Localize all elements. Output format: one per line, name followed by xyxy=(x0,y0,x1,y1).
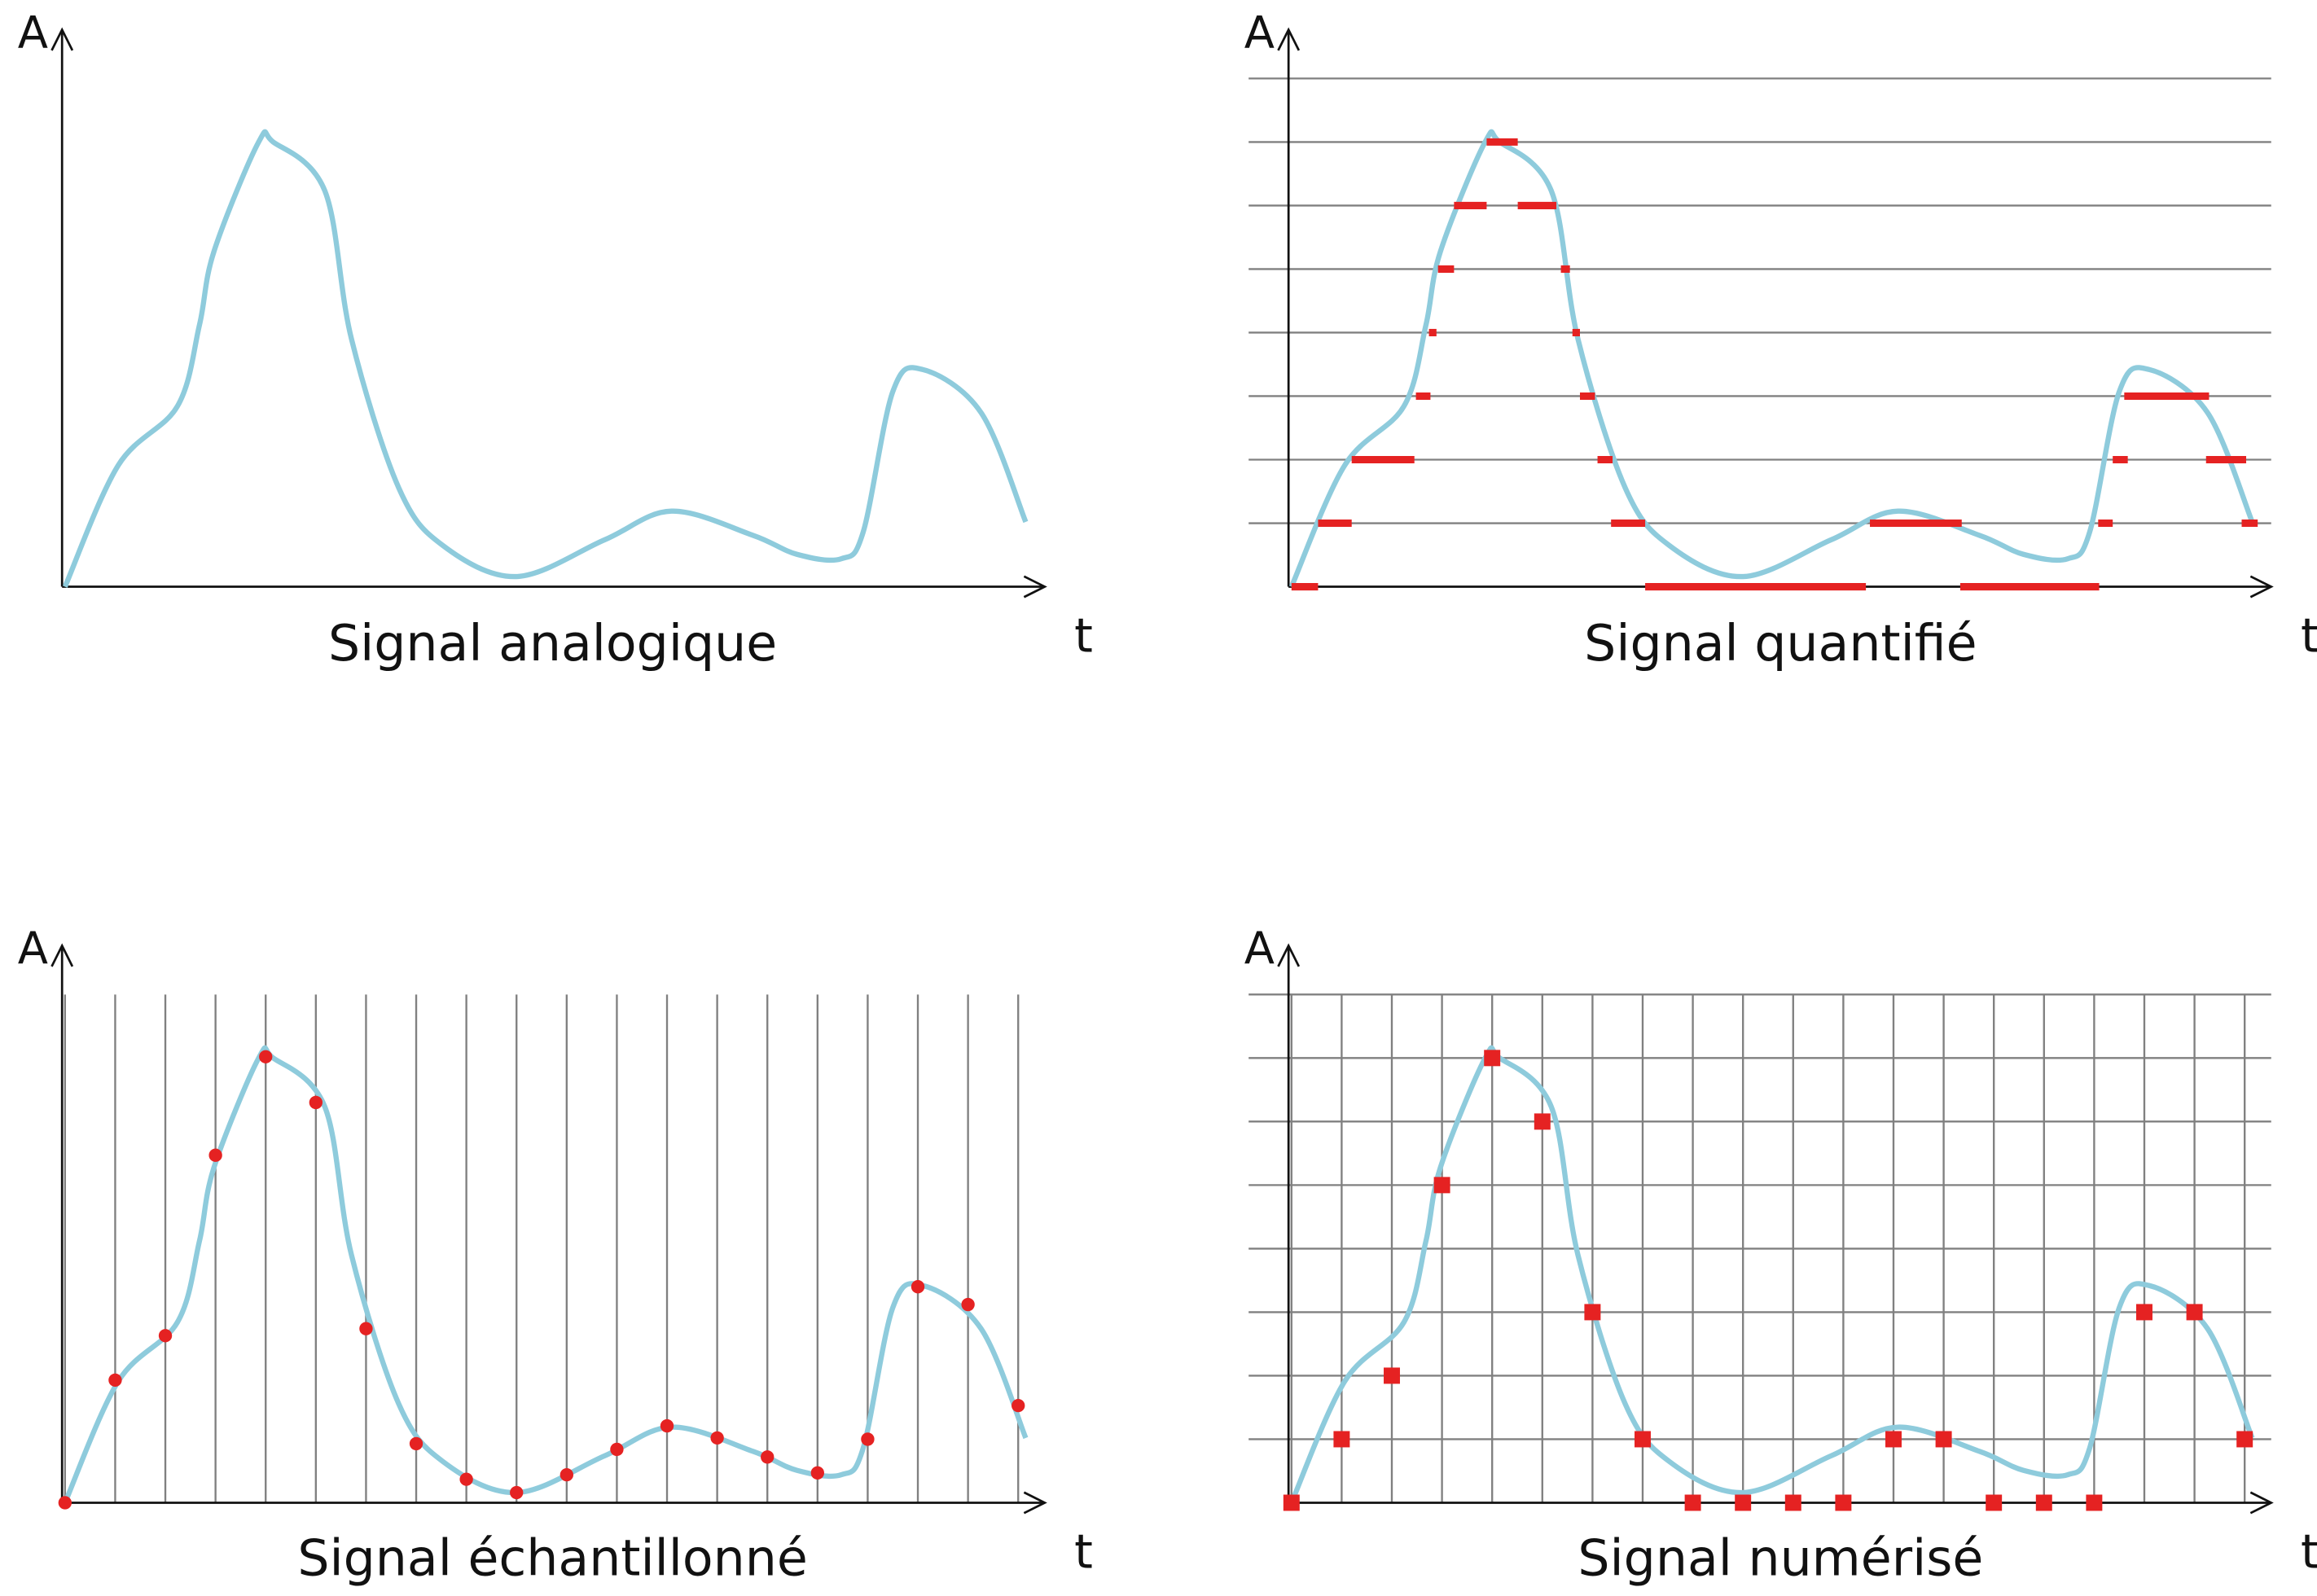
digitized-point xyxy=(1283,1494,1300,1511)
sample-point xyxy=(810,1466,824,1480)
sample-point xyxy=(861,1432,875,1446)
digitized-point xyxy=(1935,1431,1952,1448)
digitized-point xyxy=(2035,1494,2052,1511)
x-axis-label: t xyxy=(2301,607,2317,663)
panel-title: Signal analogique xyxy=(328,614,777,673)
digitized-point xyxy=(1484,1050,1501,1067)
sample-point xyxy=(58,1496,72,1510)
sample-point xyxy=(560,1467,573,1482)
digitized-point xyxy=(1885,1431,1902,1448)
digitized-point xyxy=(2186,1304,2203,1321)
sample-point xyxy=(610,1442,624,1457)
x-axis-arrow-icon xyxy=(2249,575,2274,598)
panel-title: Signal échantillonné xyxy=(297,1528,807,1587)
y-axis-label: A xyxy=(18,6,48,58)
digitized-point xyxy=(1384,1367,1400,1384)
digitized-point xyxy=(1784,1494,1801,1511)
sample-point xyxy=(1011,1398,1025,1413)
sample-point xyxy=(359,1322,373,1335)
sample-point xyxy=(108,1373,122,1388)
signal-curve xyxy=(1288,129,2255,588)
y-axis-label: A xyxy=(1244,6,1275,58)
panel-title: Signal numérisé xyxy=(1578,1528,1983,1587)
sample-point xyxy=(409,1436,423,1451)
y-axis-label: A xyxy=(1244,922,1275,974)
signal-curve xyxy=(62,129,1029,588)
digitized-point xyxy=(1986,1494,2003,1511)
x-axis-arrow-icon xyxy=(2249,1491,2274,1515)
digitized-point xyxy=(2236,1431,2253,1448)
signal-curve xyxy=(62,1045,1029,1504)
digitized-point xyxy=(1684,1494,1701,1511)
sample-point xyxy=(510,1485,524,1500)
digitized-point xyxy=(2136,1304,2152,1321)
panel-quantized: Signal quantifié At xyxy=(1244,6,2317,673)
y-axis-arrow-icon xyxy=(50,943,74,967)
sample-point xyxy=(459,1472,473,1486)
sample-point xyxy=(761,1450,775,1464)
sample-point xyxy=(158,1329,173,1343)
sample-point xyxy=(259,1050,273,1063)
digitized-point xyxy=(2086,1494,2103,1511)
digitized-point xyxy=(1333,1431,1350,1448)
y-axis-arrow-icon xyxy=(1277,27,1301,51)
digitized-point xyxy=(1635,1431,1651,1448)
digitized-point xyxy=(1534,1113,1551,1130)
x-axis-label: t xyxy=(1074,1524,1093,1579)
sample-point xyxy=(309,1095,323,1110)
sample-point xyxy=(911,1280,925,1294)
signal-curve xyxy=(1288,1045,2255,1504)
panel-analog: Signal analogique At xyxy=(18,6,1093,673)
sample-point xyxy=(660,1418,674,1433)
x-axis-label: t xyxy=(2301,1524,2317,1579)
digitized-point xyxy=(1735,1494,1752,1511)
sample-point xyxy=(710,1431,724,1445)
y-axis-arrow-icon xyxy=(1277,943,1301,967)
sample-point xyxy=(961,1297,975,1312)
x-axis-arrow-icon xyxy=(1023,1491,1047,1515)
panel-digitized: Signal numérisé At xyxy=(1244,922,2317,1587)
y-axis-arrow-icon xyxy=(50,27,74,51)
x-axis-label: t xyxy=(1074,607,1093,663)
sample-point xyxy=(208,1148,222,1162)
digitized-point xyxy=(1433,1177,1450,1194)
y-axis-label: A xyxy=(18,922,48,974)
x-axis-arrow-icon xyxy=(1023,575,1047,598)
panel-title: Signal quantifié xyxy=(1584,614,1977,673)
panel-sampled: Signal échantillonné At xyxy=(18,922,1093,1587)
digitized-point xyxy=(1835,1494,1852,1511)
digitized-point xyxy=(1584,1304,1601,1321)
